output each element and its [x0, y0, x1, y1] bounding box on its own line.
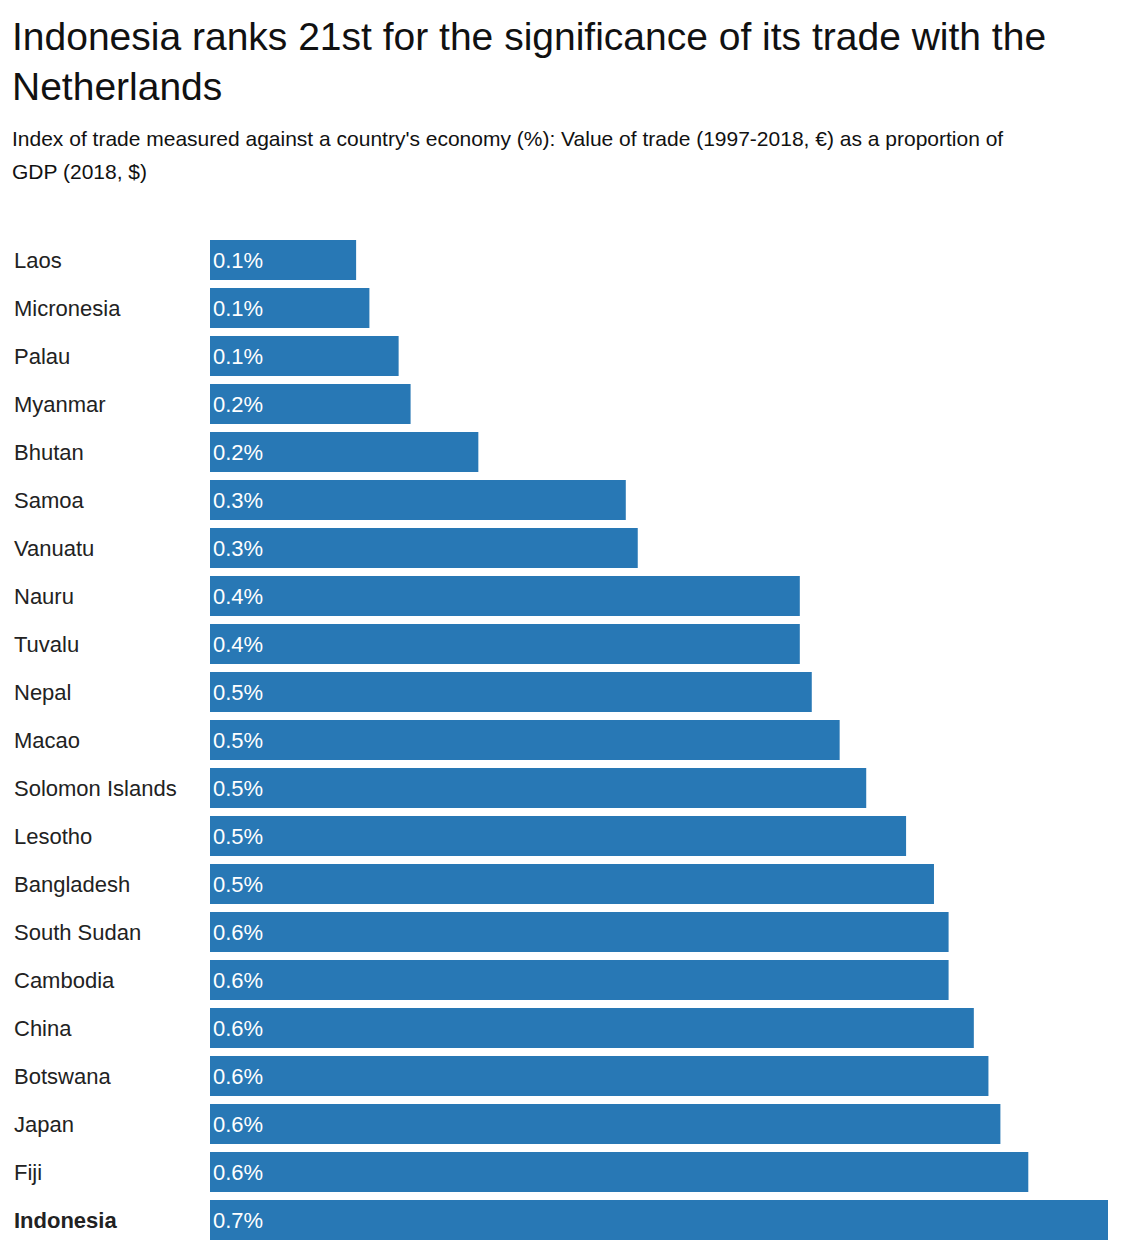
svg-text:Japan: Japan: [14, 1112, 74, 1137]
svg-text:Indonesia: Indonesia: [14, 1208, 117, 1233]
svg-text:China: China: [14, 1016, 72, 1041]
svg-text:0.7%: 0.7%: [213, 1208, 263, 1233]
svg-text:0.1%: 0.1%: [213, 296, 263, 321]
svg-text:Tuvalu: Tuvalu: [14, 632, 79, 657]
svg-text:Bhutan: Bhutan: [14, 440, 84, 465]
svg-text:0.2%: 0.2%: [213, 440, 263, 465]
svg-text:0.6%: 0.6%: [213, 920, 263, 945]
svg-text:Laos: Laos: [14, 248, 62, 273]
svg-text:South Sudan: South Sudan: [14, 920, 141, 945]
svg-text:Lesotho: Lesotho: [14, 824, 92, 849]
svg-text:Palau: Palau: [14, 344, 70, 369]
svg-text:0.6%: 0.6%: [213, 1016, 263, 1041]
svg-text:0.6%: 0.6%: [213, 1160, 263, 1185]
svg-text:0.5%: 0.5%: [213, 728, 263, 753]
svg-text:0.1%: 0.1%: [213, 248, 263, 273]
svg-text:0.3%: 0.3%: [213, 488, 263, 513]
svg-text:0.6%: 0.6%: [213, 1064, 263, 1089]
svg-text:0.4%: 0.4%: [213, 632, 263, 657]
svg-text:0.6%: 0.6%: [213, 1112, 263, 1137]
svg-text:0.4%: 0.4%: [213, 584, 263, 609]
svg-text:Nepal: Nepal: [14, 680, 71, 705]
svg-text:0.6%: 0.6%: [213, 968, 263, 993]
svg-text:Fiji: Fiji: [14, 1160, 42, 1185]
svg-text:Vanuatu: Vanuatu: [14, 536, 94, 561]
svg-text:0.2%: 0.2%: [213, 392, 263, 417]
svg-text:Macao: Macao: [14, 728, 80, 753]
html-text:Index of trade measured agains: Index of trade measured against a countr…: [12, 127, 1004, 183]
html-text:Indonesia ranks 21st for the s: Indonesia ranks 21st for the significanc…: [12, 15, 1047, 108]
svg-text:Bangladesh: Bangladesh: [14, 872, 130, 897]
svg-text:Myanmar: Myanmar: [14, 392, 106, 417]
svg-text:0.3%: 0.3%: [213, 536, 263, 561]
svg-text:0.5%: 0.5%: [213, 872, 263, 897]
svg-text:0.5%: 0.5%: [213, 824, 263, 849]
svg-text:Cambodia: Cambodia: [14, 968, 115, 993]
svg-text:0.5%: 0.5%: [213, 680, 263, 705]
svg-text:Nauru: Nauru: [14, 584, 74, 609]
svg-text:0.1%: 0.1%: [213, 344, 263, 369]
svg-text:0.5%: 0.5%: [213, 776, 263, 801]
svg-text:Solomon Islands: Solomon Islands: [14, 776, 177, 801]
svg-text:Botswana: Botswana: [14, 1064, 111, 1089]
svg-text:Samoa: Samoa: [14, 488, 84, 513]
svg-text:Micronesia: Micronesia: [14, 296, 121, 321]
